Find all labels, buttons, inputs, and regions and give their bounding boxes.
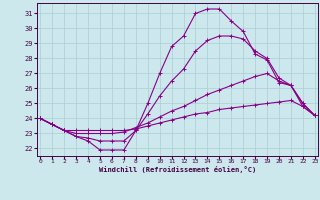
X-axis label: Windchill (Refroidissement éolien,°C): Windchill (Refroidissement éolien,°C) bbox=[99, 166, 256, 173]
